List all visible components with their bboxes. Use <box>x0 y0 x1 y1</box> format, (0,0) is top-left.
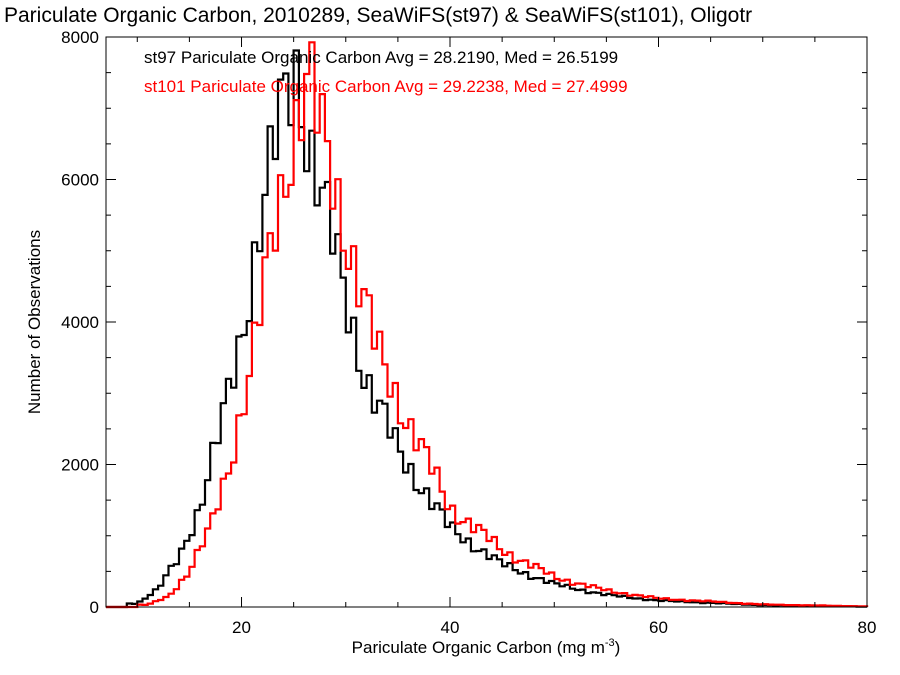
y-tick-label: 6000 <box>61 171 99 190</box>
x-tick-label: 20 <box>232 618 251 637</box>
axis-ticks: 20 40 60 80 0 2000 4000 6000 8000 <box>61 28 876 637</box>
x-axis-label-main: Pariculate Organic Carbon (mg m <box>352 638 605 657</box>
y-tick-label: 2000 <box>61 456 99 475</box>
x-tick-label: 40 <box>441 618 460 637</box>
y-axis-label: Number of Observations <box>25 230 44 414</box>
x-axis-label: Pariculate Organic Carbon (mg m-3) <box>352 637 621 657</box>
x-axis-label-sup: -3 <box>605 637 615 649</box>
chart-title: Pariculate Organic Carbon, 2010289, SeaW… <box>4 4 752 27</box>
legend-st97-stats: st97 Pariculate Organic Carbon Avg = 28.… <box>144 48 618 67</box>
series-st101-histogram <box>106 41 869 609</box>
x-axis-label-close: ) <box>615 638 621 657</box>
series-st97-histogram <box>106 49 869 609</box>
y-tick-label: 4000 <box>61 313 99 332</box>
histogram-line-st97 <box>106 49 869 609</box>
x-tick-label: 60 <box>649 618 668 637</box>
x-tick-label: 80 <box>858 618 877 637</box>
plot-frame <box>105 36 868 608</box>
y-tick-label: 8000 <box>61 28 99 47</box>
legend-st101-stats: st101 Pariculate Organic Carbon Avg = 29… <box>144 77 628 96</box>
histogram-line-st101 <box>106 41 869 609</box>
y-tick-label: 0 <box>90 598 99 617</box>
